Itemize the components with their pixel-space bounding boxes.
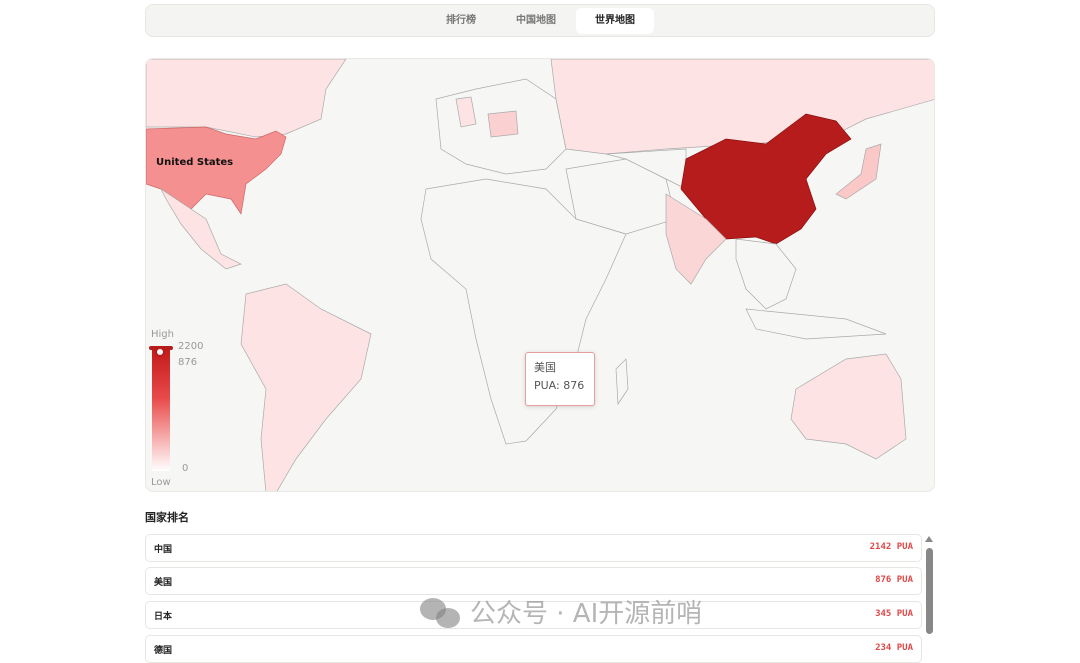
region-japan [835, 143, 882, 200]
view-tabs: 排行榜 中国地图 世界地图 [145, 4, 935, 37]
tooltip-value: PUA: 876 [534, 379, 585, 392]
region-indonesia [745, 308, 887, 340]
hover-country-label: United States [156, 157, 234, 168]
scrollbar-thumb[interactable] [926, 548, 933, 634]
region-mexico [160, 187, 242, 270]
ranking-row[interactable]: 德国 234 PUA [145, 635, 922, 663]
tab-world-map[interactable]: 世界地图 [576, 8, 654, 34]
tab-ranking[interactable]: 排行榜 [446, 15, 476, 26]
country-value: 345 PUA [875, 609, 913, 619]
region-india [665, 193, 727, 285]
legend-handle-value: 876 [178, 357, 198, 368]
watermark: 公众号 · AI开源前哨 [420, 598, 702, 630]
map-canvas[interactable] [146, 59, 935, 492]
scroll-up-arrow[interactable] [925, 536, 933, 542]
legend-high-label: High [151, 329, 174, 340]
region-africa [420, 178, 627, 445]
region-australia [790, 353, 907, 460]
ranking-row[interactable]: 日本 345 PUA [145, 601, 922, 629]
watermark-text: 公众号 · AI开源前哨 [470, 599, 703, 629]
tooltip-country: 美国 [534, 361, 556, 374]
ranking-row[interactable]: 中国 2142 PUA [145, 534, 922, 562]
region-madagascar [615, 358, 629, 406]
map-tooltip: 美国 PUA: 876 [525, 352, 595, 406]
region-southeast-asia [735, 238, 797, 310]
region-russia [550, 59, 934, 155]
country-name: 美国 [154, 578, 173, 588]
region-uk [455, 96, 477, 128]
country-name: 德国 [154, 646, 173, 656]
ranking-row[interactable]: 美国 876 PUA [145, 567, 922, 595]
country-value: 876 PUA [875, 575, 913, 585]
region-canada [146, 59, 347, 138]
ranking-title: 国家排名 [145, 511, 189, 524]
legend-max-value: 2200 [178, 341, 204, 352]
tab-china-map[interactable]: 中国地图 [516, 15, 556, 26]
legend-low-label: Low [151, 477, 171, 488]
wechat-icon [420, 598, 462, 630]
country-name: 中国 [154, 545, 173, 555]
legend-handle-knob[interactable] [155, 347, 165, 357]
country-value: 2142 PUA [869, 542, 913, 552]
world-map[interactable]: United States 美国 PUA: 876 High 2200 876 … [145, 58, 935, 492]
country-value: 234 PUA [875, 643, 913, 653]
legend-gradient-bar [152, 349, 170, 471]
legend-min-value: 0 [182, 463, 189, 474]
country-name: 日本 [154, 612, 173, 622]
region-south-america [240, 283, 372, 491]
region-germany [487, 110, 519, 138]
region-central-asia [605, 148, 687, 190]
